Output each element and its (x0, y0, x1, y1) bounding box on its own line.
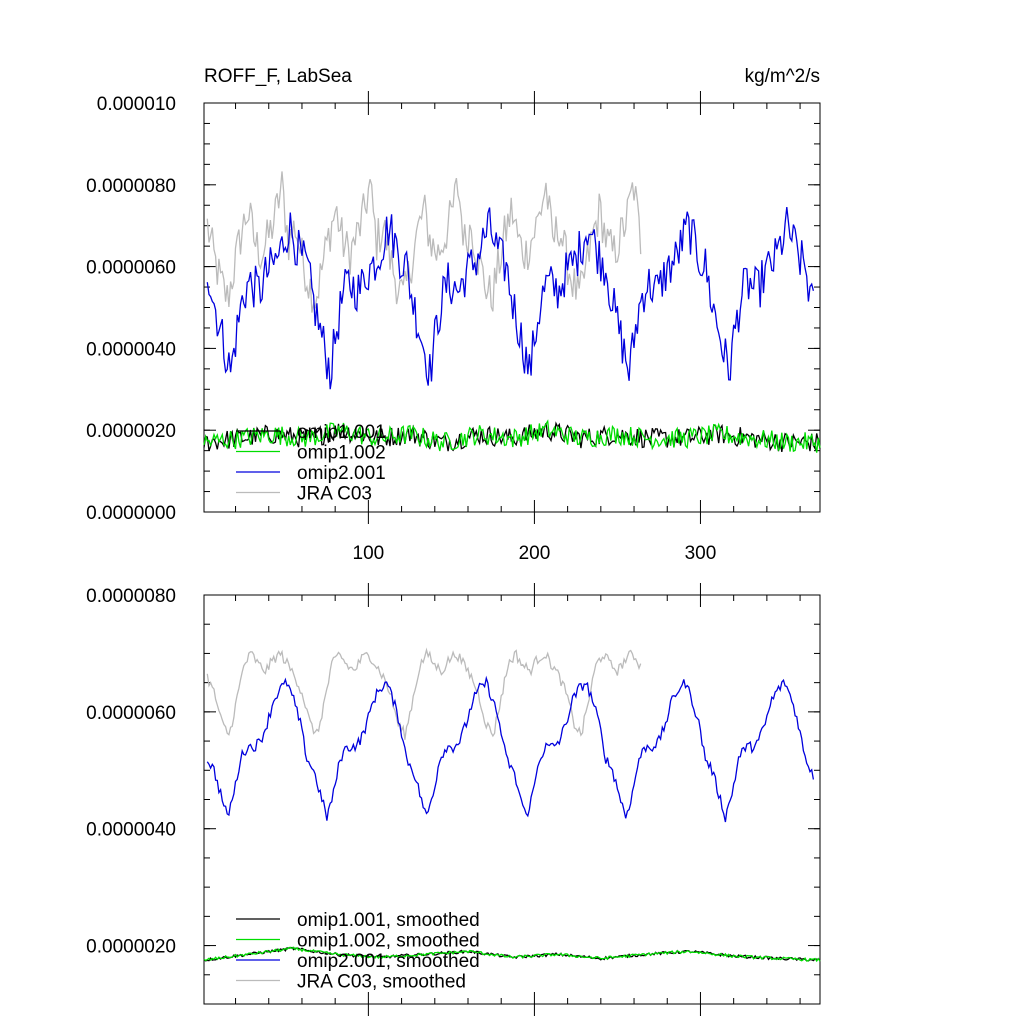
legend-label: omip1.001 (297, 422, 386, 443)
bottom-panel-x-axis (235, 583, 801, 1016)
y-tick-label: 0.0000080 (86, 176, 176, 197)
y-tick-label: 0.0000080 (86, 586, 176, 607)
x-tick-label: 200 (519, 543, 551, 564)
series-line-2 (206, 207, 815, 390)
series-line-3 (206, 647, 642, 740)
x-tick-label: 100 (353, 543, 385, 564)
legend-label: omip1.002 (297, 443, 386, 464)
top-panel: ROFF_F, LabSea kg/m^2/s 0.00000000.00000… (86, 66, 821, 564)
x-tick-label: 300 (685, 543, 717, 564)
legend-label: JRA C03 (297, 484, 372, 505)
y-tick-label: 0.0000020 (86, 421, 176, 442)
y-tick-label: 0.000010 (97, 94, 176, 115)
top-panel-title: ROFF_F, LabSea (204, 66, 352, 87)
series-line-3 (206, 171, 642, 313)
series-line-2 (206, 675, 815, 823)
series-line-1 (203, 419, 821, 453)
legend-label: omip1.001, smoothed (297, 910, 480, 931)
top-panel-y-axis: 0.0000000 0.0000020 0.0000040 0.0000060 0.00… (86, 94, 820, 524)
y-tick-label: 0.0000020 (86, 937, 176, 958)
bottom-panel: 0.0000020 0.0000040 0.0000060 0.0000080 omi… (86, 583, 821, 1016)
series-line-1 (203, 946, 821, 963)
y-tick-label: 0.0000040 (86, 339, 176, 360)
y-tick-label: 0.0000060 (86, 703, 176, 724)
legend-label: omip2.001, smoothed (297, 951, 480, 972)
legend-label: JRA C03, smoothed (297, 972, 466, 993)
y-tick-label: 0.0000040 (86, 820, 176, 841)
top-panel-units: kg/m^2/s (745, 66, 820, 87)
bottom-panel-series (203, 647, 821, 963)
top-panel-x-axis: 100 200 300 (235, 91, 801, 564)
legend-label: omip1.002, smoothed (297, 931, 480, 952)
top-panel-series (203, 171, 821, 453)
y-tick-label: 0.0000000 (86, 503, 176, 524)
y-tick-label: 0.0000060 (86, 258, 176, 279)
legend-label: omip2.001 (297, 463, 386, 484)
bottom-panel-y-axis: 0.0000020 0.0000040 0.0000060 0.0000080 (86, 586, 820, 1005)
